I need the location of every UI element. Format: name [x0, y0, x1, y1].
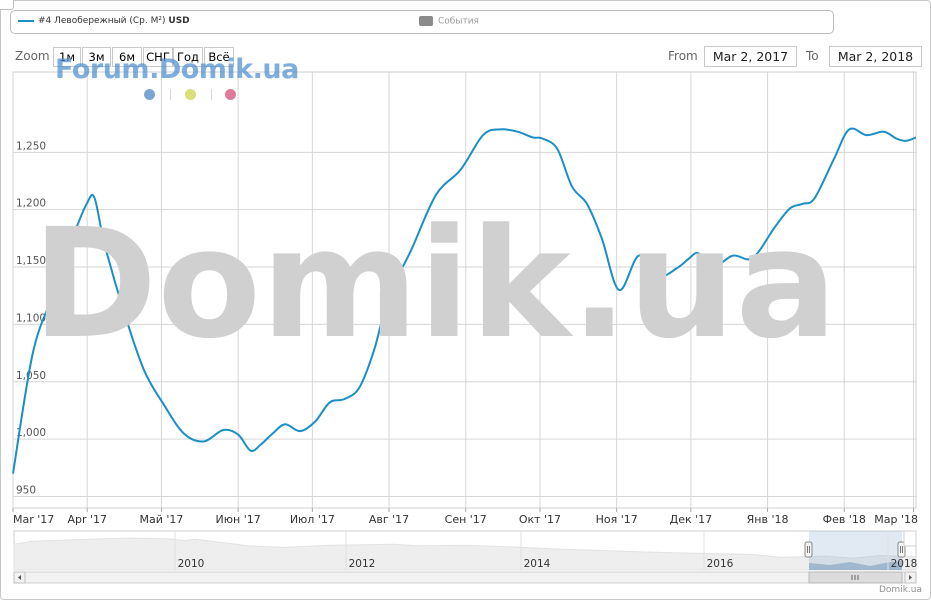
series-line	[12, 127, 916, 474]
credit-link[interactable]: Domik.ua	[879, 585, 922, 595]
x-tick-label: Фев '18	[823, 513, 866, 526]
scroll-right-arrow-icon	[909, 575, 912, 580]
x-tick-label: Авг '17	[369, 513, 409, 526]
x-axis: Mar '17 Apr '17 Май '17 Июн '17 Июл '17 Авг '…	[12, 508, 918, 526]
x-tick-label: Окт '17	[519, 513, 561, 526]
x-tick-label: Мар '18	[874, 513, 918, 526]
events-swatch	[419, 16, 433, 26]
watermark-separator	[170, 89, 171, 100]
y-tick-label: 1,250	[16, 140, 46, 152]
navigator-handle[interactable]	[804, 541, 813, 558]
zoom-button-3m[interactable]: 3м	[82, 47, 111, 67]
x-tick-label: Май '17	[139, 513, 183, 526]
zoom-button-ytd[interactable]: СНГ	[143, 47, 173, 67]
navigator-year-label: 2016	[707, 558, 734, 570]
navigator-scrollbar-track[interactable]	[13, 571, 917, 584]
navigator-year-label: 2014	[524, 558, 551, 570]
x-tick-label: Apr '17	[67, 513, 107, 526]
legend-series-label: #4 Левобережный (Ср. М²)	[38, 16, 166, 26]
legend-series-unit: USD	[168, 16, 190, 26]
export-tab[interactable]	[0, 0, 14, 10]
navigator-year-label: 2010	[178, 558, 205, 570]
legend-item-events[interactable]: События	[419, 16, 479, 27]
zoom-button-year[interactable]: Год	[173, 47, 203, 67]
x-tick-label: Mar '17	[13, 513, 54, 526]
y-tick-label: 1,150	[16, 255, 46, 267]
zoom-button-6m[interactable]: 6м	[112, 47, 142, 67]
watermark-dot-pink	[225, 89, 236, 100]
range-to-label: To	[806, 49, 819, 63]
series-swatch	[18, 19, 34, 22]
grid	[12, 71, 917, 509]
y-tick-label: 950	[16, 485, 36, 497]
navigator-selected-area	[809, 561, 902, 570]
legend-item-series[interactable]: #4 Левобережный (Ср. М²) USD	[18, 16, 190, 26]
navigator-history-area	[13, 537, 917, 571]
navigator-year-label: 2018	[891, 558, 918, 570]
y-tick-label: 1,000	[16, 427, 46, 439]
y-tick-label: 1,200	[16, 198, 46, 210]
range-from-input[interactable]: Mar 2, 2017	[704, 46, 797, 67]
range-to-input[interactable]: Mar 2, 2018	[829, 46, 922, 67]
watermark-domik: Domik.ua	[32, 196, 838, 372]
zoom-label: Zoom	[15, 49, 50, 63]
legend: #4 Левобережный (Ср. М²) USD События	[10, 10, 834, 34]
navigator-handle[interactable]	[897, 541, 906, 558]
x-tick-label: Дек '17	[670, 513, 713, 526]
x-tick-label: Ноя '17	[596, 513, 638, 526]
navigator-corner	[903, 530, 917, 547]
watermark-dot-blue	[144, 89, 155, 100]
y-tick-label: 1,100	[16, 312, 46, 324]
legend-events-label: События	[438, 16, 479, 27]
watermark-separator	[211, 89, 212, 100]
watermark-dot-yellow	[185, 89, 196, 100]
y-axis: 950 1,000 1,050 1,100 1,150 1,200 1,250	[16, 140, 46, 496]
x-tick-label: Янв '18	[747, 513, 789, 526]
watermark-forum: Forum.Domik.ua	[55, 54, 299, 85]
x-tick-label: Июл '17	[290, 513, 335, 526]
zoom-button-all[interactable]: Всё	[204, 47, 234, 67]
navigator: 2010 2012 2014 2016 2018	[13, 530, 918, 584]
navigator-year-label: 2012	[349, 558, 376, 570]
scroll-left-arrow-icon	[18, 575, 21, 580]
y-tick-label: 1,050	[16, 370, 46, 382]
x-tick-label: Июн '17	[216, 513, 261, 526]
zoom-button-1m[interactable]: 1м	[53, 47, 81, 67]
x-tick-label: Сен '17	[445, 513, 487, 526]
range-from-label: From	[668, 49, 698, 63]
